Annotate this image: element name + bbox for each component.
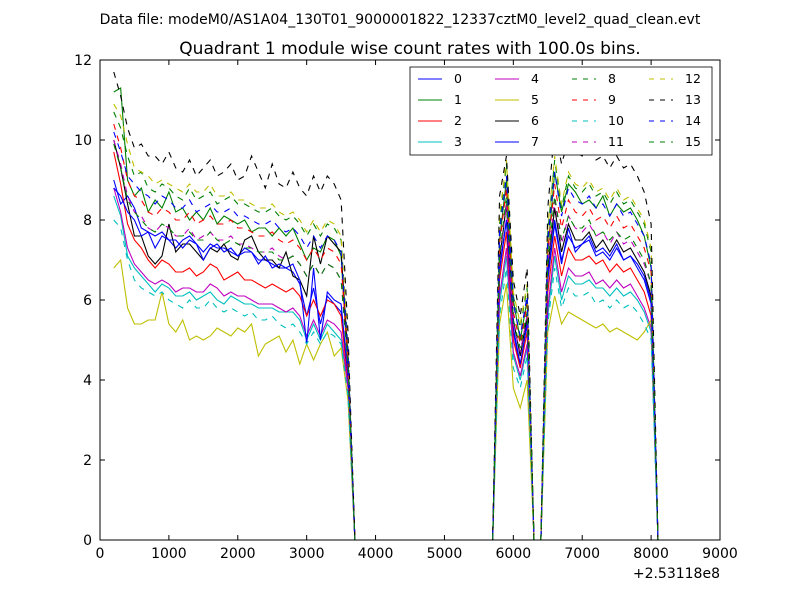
y-tick-label: 12 xyxy=(74,53,92,69)
x-tick-label: 8000 xyxy=(633,546,669,562)
series-line-4 xyxy=(113,187,659,540)
legend-label-6: 6 xyxy=(531,113,539,128)
legend-label-8: 8 xyxy=(608,71,616,86)
series-line-0 xyxy=(113,179,659,540)
x-tick-label: 6000 xyxy=(496,546,532,562)
x-tick-label: 3000 xyxy=(289,546,325,562)
x-tick-label: 5000 xyxy=(427,546,463,562)
legend-label-0: 0 xyxy=(454,71,462,86)
series-line-2 xyxy=(113,151,659,540)
legend-label-14: 14 xyxy=(685,113,701,128)
plot-title: Quadrant 1 module wise count rates with … xyxy=(179,39,640,59)
series-line-3 xyxy=(113,195,659,540)
y-tick-label: 6 xyxy=(83,293,92,309)
series-line-11 xyxy=(113,139,659,540)
y-tick-label: 2 xyxy=(83,453,92,469)
legend-label-15: 15 xyxy=(685,134,701,149)
series-line-1 xyxy=(113,87,659,540)
legend-label-12: 12 xyxy=(685,71,701,86)
y-tick-label: 0 xyxy=(83,533,92,549)
legend-label-10: 10 xyxy=(608,113,624,128)
legend-label-5: 5 xyxy=(531,92,539,107)
legend-label-9: 9 xyxy=(608,92,616,107)
series-line-14 xyxy=(113,131,659,540)
x-offset-label: +2.53118e8 xyxy=(633,566,720,582)
legend-label-2: 2 xyxy=(454,113,462,128)
series-line-7 xyxy=(113,187,659,540)
series-line-8 xyxy=(113,111,659,540)
legend-label-13: 13 xyxy=(685,92,701,107)
figure-suptitle: Data file: modeM0/AS1A04_130T01_90000018… xyxy=(100,12,701,28)
legend-label-7: 7 xyxy=(531,134,539,149)
series-line-9 xyxy=(113,123,659,540)
axis-ticks: 0 1000 2000 3000 4000 5000 6000 7000 8000 9000 0 2 4… xyxy=(74,53,738,562)
x-tick-label: 1000 xyxy=(151,546,187,562)
legend-label-1: 1 xyxy=(454,92,462,107)
y-tick-label: 10 xyxy=(74,133,92,149)
x-tick-label: 2000 xyxy=(220,546,256,562)
series-line-5 xyxy=(113,258,659,540)
x-tick-label: 4000 xyxy=(358,546,394,562)
legend-label-4: 4 xyxy=(531,71,539,86)
y-tick-label: 8 xyxy=(83,213,92,229)
x-tick-label: 9000 xyxy=(702,546,738,562)
series-line-10 xyxy=(113,219,659,540)
series-line-15 xyxy=(113,143,659,540)
legend-label-11: 11 xyxy=(608,134,624,149)
legend-box xyxy=(409,66,713,156)
x-tick-label: 0 xyxy=(96,546,105,562)
series-line-12 xyxy=(113,103,659,540)
y-tick-label: 4 xyxy=(83,373,92,389)
series-line-6 xyxy=(113,139,659,540)
x-tick-label: 7000 xyxy=(564,546,600,562)
legend-label-3: 3 xyxy=(454,134,462,149)
